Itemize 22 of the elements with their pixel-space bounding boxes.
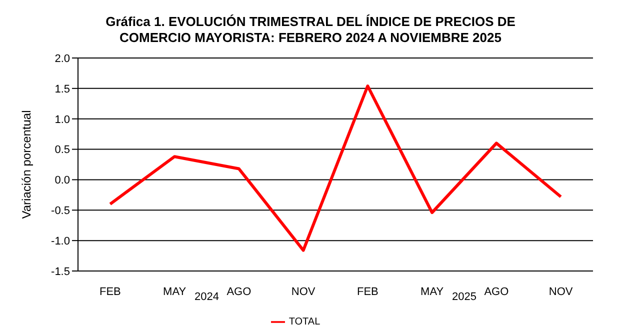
x-tick-label: NOV bbox=[291, 286, 316, 298]
line-series bbox=[108, 84, 562, 252]
x-tick-label: FEB bbox=[356, 286, 378, 298]
x-tick-label: AGO bbox=[226, 286, 252, 298]
x-tick-label: NOV bbox=[548, 286, 574, 298]
y-tick-label: 1.0 bbox=[54, 114, 70, 126]
y-tick-label: -1.0 bbox=[51, 235, 70, 248]
chart-title: Gráfica 1. EVOLUCIÓN TRIMESTRAL DEL ÍNDICE DE PRECIOS DE COMERCIO MAYORISTA: FEBRERO 2024 A NOVIEMBRE 2025 bbox=[104, 13, 516, 47]
y-tick-label: 2.0 bbox=[54, 52, 70, 65]
y-axis-title: Variación porcentual bbox=[19, 110, 34, 219]
text: 2025 bbox=[452, 291, 476, 303]
text: 2024 bbox=[194, 291, 219, 303]
x-tick-label: MAY bbox=[163, 286, 187, 298]
y-tick-label: 0.0 bbox=[54, 174, 70, 187]
x-tick-label: AGO bbox=[484, 286, 510, 298]
y-tick-label: 1.5 bbox=[54, 83, 70, 96]
y-tick-label: -1.5 bbox=[51, 266, 70, 278]
y-tick-label: 0.5 bbox=[54, 144, 70, 156]
legend-label: TOTAL bbox=[288, 316, 320, 328]
x-tick-label: MAY bbox=[420, 286, 444, 298]
x-tick-label: FEB bbox=[99, 286, 121, 298]
y-tick-label: -0.5 bbox=[51, 205, 70, 218]
